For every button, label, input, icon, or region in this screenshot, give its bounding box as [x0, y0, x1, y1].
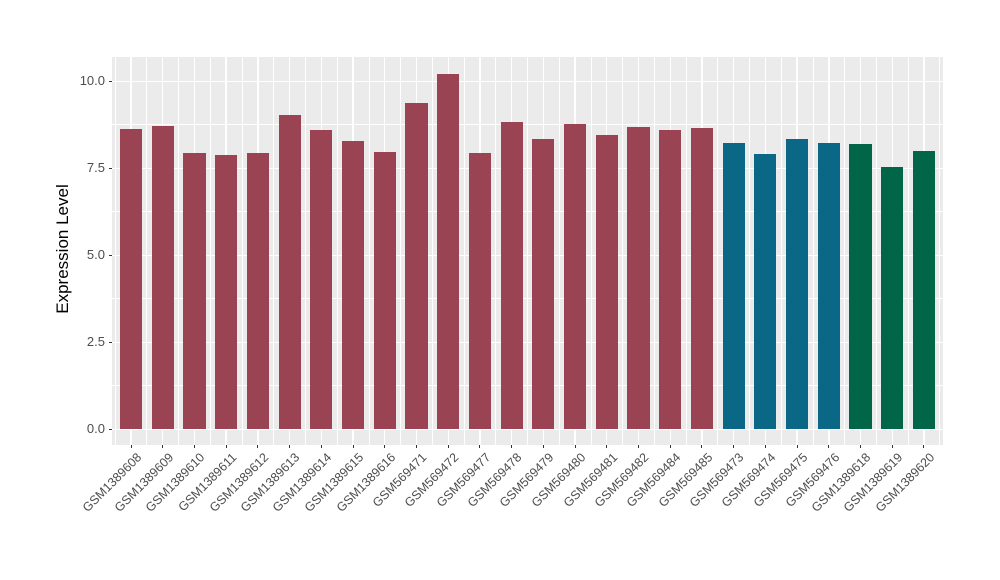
bar: [912, 150, 936, 430]
gridline-minor-vertical: [431, 57, 433, 445]
gridline-minor-vertical: [241, 57, 243, 445]
x-tick-mark: [384, 445, 386, 448]
x-tick-label: GSM1389620: [872, 450, 938, 515]
y-tick-label: 10.0: [79, 73, 105, 89]
bar: [754, 154, 777, 430]
bar: [278, 114, 301, 430]
x-tick-mark: [860, 445, 862, 448]
y-tick-label: 0.0: [86, 421, 105, 437]
y-tick-mark: [109, 428, 112, 430]
x-tick-mark: [257, 445, 259, 448]
gridline-minor-vertical: [717, 57, 719, 445]
bar: [183, 153, 206, 430]
bar: [595, 134, 618, 430]
gridline-minor-vertical: [780, 57, 782, 445]
y-tick-mark: [109, 80, 112, 82]
gridline-minor-vertical: [527, 57, 528, 445]
bar: [341, 140, 365, 430]
gridline-minor-vertical: [907, 57, 909, 445]
gridline-minor-vertical: [749, 57, 750, 445]
bar: [246, 152, 269, 430]
x-tick-mark: [352, 445, 354, 448]
x-tick-mark: [479, 445, 481, 448]
gridline-minor-vertical: [875, 57, 877, 445]
bar: [659, 130, 682, 430]
x-tick-mark: [701, 445, 703, 448]
gridline-minor-vertical: [558, 57, 560, 445]
gridline-minor-vertical: [209, 57, 211, 445]
gridline-minor-vertical: [622, 57, 624, 445]
x-tick-mark: [923, 445, 925, 448]
gridline-minor-vertical: [146, 57, 148, 445]
plot-panel: [112, 57, 943, 445]
bar: [151, 125, 174, 430]
x-tick-mark: [289, 445, 291, 448]
gridline-minor-vertical: [463, 57, 465, 445]
x-tick-mark: [542, 445, 544, 448]
bar: [563, 123, 587, 430]
bar: [690, 127, 714, 430]
bar: [817, 143, 840, 430]
x-tick-mark: [511, 445, 513, 448]
bar: [627, 127, 650, 430]
gridline-minor-vertical: [653, 57, 655, 445]
y-tick-mark: [109, 341, 112, 343]
gridline-minor-vertical: [844, 57, 846, 445]
gridline-minor-vertical: [368, 57, 370, 445]
gridline-minor-vertical: [114, 57, 116, 445]
bar: [785, 138, 809, 430]
gridline-minor-vertical: [400, 57, 402, 445]
x-tick-mark: [574, 445, 576, 448]
x-tick-mark: [764, 445, 766, 448]
x-tick-mark: [733, 445, 735, 448]
gridline-minor-vertical: [305, 57, 306, 445]
x-tick-mark: [891, 445, 893, 448]
x-tick-mark: [415, 445, 417, 448]
bar: [849, 143, 872, 430]
y-tick-mark: [109, 167, 112, 169]
x-tick-mark: [796, 445, 798, 448]
bar: [119, 128, 143, 430]
gridline-minor-vertical: [178, 57, 179, 445]
x-tick-mark: [193, 445, 195, 448]
x-tick-mark: [669, 445, 671, 448]
bar: [722, 143, 745, 430]
y-tick-label: 5.0: [86, 247, 105, 263]
x-tick-mark: [828, 445, 830, 448]
x-tick-mark: [130, 445, 132, 448]
bar: [881, 166, 904, 430]
x-tick-mark: [447, 445, 449, 448]
gridline-minor-vertical: [495, 57, 497, 445]
bar: [215, 154, 238, 430]
x-tick-mark: [320, 445, 322, 448]
y-tick-label: 2.5: [86, 334, 105, 350]
bar: [532, 138, 555, 430]
bar: [405, 102, 428, 430]
gridline-minor-vertical: [685, 57, 687, 445]
bar: [310, 130, 333, 430]
bar: [500, 122, 523, 430]
bar: [468, 152, 491, 430]
gridline-minor-vertical: [273, 57, 275, 445]
x-tick-mark: [606, 445, 608, 448]
bar: [373, 151, 396, 430]
x-tick-mark: [225, 445, 227, 448]
gridline-minor-vertical: [590, 57, 592, 445]
gridline-minor-vertical: [939, 57, 941, 445]
gridline-minor-vertical: [812, 57, 814, 445]
bar: [437, 73, 460, 430]
y-tick-label: 7.5: [86, 160, 105, 176]
y-tick-mark: [109, 254, 112, 256]
x-tick-mark: [162, 445, 164, 448]
x-tick-mark: [638, 445, 639, 448]
gridline-minor-vertical: [336, 57, 338, 445]
